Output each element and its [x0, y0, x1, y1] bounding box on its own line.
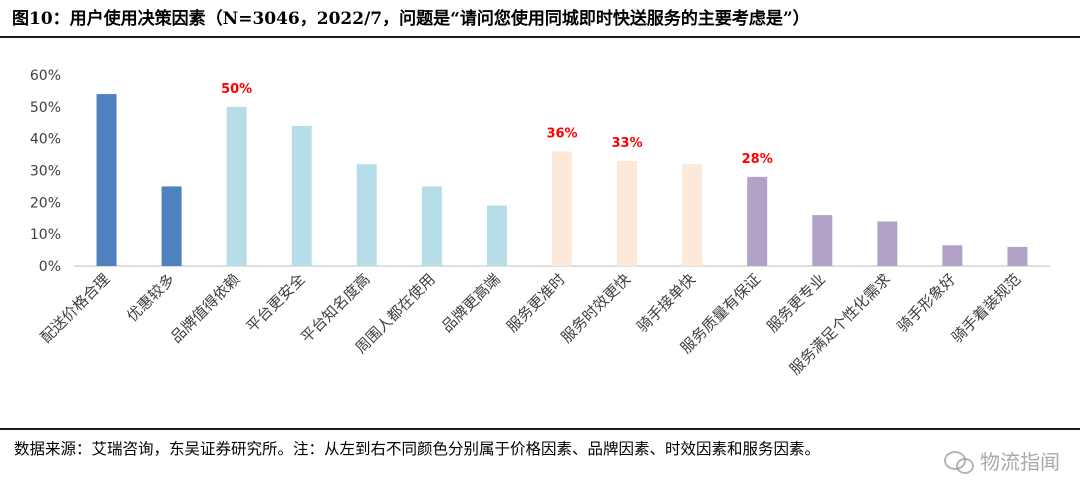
x-tick-label: 骑手着装规范	[948, 270, 1024, 346]
bar	[161, 186, 182, 266]
bar	[226, 106, 247, 266]
x-tick-label: 服务时效更快	[558, 270, 634, 346]
bar	[356, 164, 377, 266]
bar	[747, 176, 768, 266]
top-rule	[0, 36, 1080, 38]
bar	[421, 186, 442, 266]
y-tick-label: 40%	[30, 132, 61, 148]
bar	[942, 245, 963, 266]
data-label: 33%	[612, 136, 643, 151]
source-note: 数据来源：艾瑞咨询，东吴证券研究所。注：从左到右不同颜色分别属于价格因素、品牌因…	[14, 440, 821, 458]
bar	[486, 205, 507, 266]
x-tick-label: 服务更专业	[763, 270, 829, 336]
x-tick-label: 品牌值得依赖	[167, 270, 243, 346]
bar	[617, 160, 638, 266]
x-tick-label: 配送价格合理	[37, 270, 113, 346]
wechat-icon	[944, 449, 974, 474]
x-tick-label: 优惠较多	[123, 270, 178, 325]
x-tick-label: 骑手形象好	[893, 270, 959, 336]
bar	[877, 221, 898, 266]
x-tick-label: 平台更安全	[243, 270, 309, 336]
x-tick-label: 品牌更高端	[438, 270, 504, 336]
y-tick-label: 10%	[30, 227, 61, 243]
y-tick-label: 20%	[30, 195, 61, 211]
y-tick-label: 60%	[30, 68, 61, 84]
bar	[552, 151, 572, 266]
y-tick-label: 30%	[30, 164, 61, 180]
data-label: 50%	[221, 82, 252, 97]
bar	[96, 94, 117, 266]
data-label: 36%	[546, 126, 577, 141]
x-tick-label: 服务更准时	[503, 270, 569, 336]
bottom-rule	[0, 428, 1080, 430]
figure-title: 图10：用户使用决策因素（N=3046，2022/7，问题是“请问您使用同城即时…	[12, 9, 810, 29]
watermark-text: 物流指闻	[980, 450, 1060, 474]
watermark: 物流指闻	[944, 446, 1060, 475]
x-tick-label: 骑手接单快	[633, 270, 699, 336]
bar	[291, 125, 312, 266]
y-tick-label: 0%	[39, 259, 61, 275]
bar	[682, 164, 703, 266]
data-label: 28%	[742, 152, 773, 167]
bar	[1007, 246, 1028, 266]
bar	[812, 215, 833, 266]
y-tick-label: 50%	[30, 100, 61, 116]
